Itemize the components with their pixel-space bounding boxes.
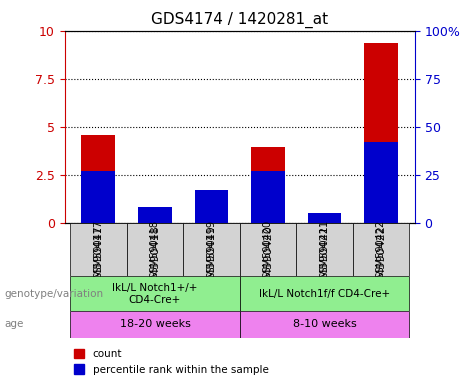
- Bar: [195, 190, 228, 223]
- Bar: [364, 43, 398, 223]
- Bar: [251, 147, 285, 223]
- Text: 8-10 weeks: 8-10 weeks: [293, 319, 356, 329]
- Bar: [251, 171, 285, 223]
- Bar: [82, 171, 115, 223]
- Bar: [307, 213, 342, 223]
- FancyBboxPatch shape: [240, 276, 409, 311]
- FancyBboxPatch shape: [353, 223, 409, 276]
- FancyBboxPatch shape: [70, 311, 240, 338]
- Text: GSM590418: GSM590418: [150, 225, 160, 293]
- Text: GSM590421: GSM590421: [319, 220, 330, 279]
- Bar: [364, 142, 398, 223]
- Text: IkL/L Notch1+/+
CD4-Cre+: IkL/L Notch1+/+ CD4-Cre+: [112, 283, 198, 305]
- Text: GSM590420: GSM590420: [263, 225, 273, 293]
- Text: IkL/L Notch1f/f CD4-Cre+: IkL/L Notch1f/f CD4-Cre+: [259, 289, 390, 299]
- FancyBboxPatch shape: [70, 223, 127, 276]
- FancyBboxPatch shape: [70, 276, 240, 311]
- Text: GSM590420: GSM590420: [263, 220, 273, 279]
- Bar: [195, 190, 228, 223]
- FancyBboxPatch shape: [240, 311, 409, 338]
- Text: GSM590417: GSM590417: [94, 220, 103, 279]
- Text: GSM590418: GSM590418: [150, 220, 160, 279]
- Text: genotype/variation: genotype/variation: [5, 289, 104, 299]
- Text: GSM590421: GSM590421: [319, 225, 330, 293]
- Bar: [138, 207, 172, 223]
- Text: GSM590417: GSM590417: [94, 225, 103, 293]
- Text: GSM590419: GSM590419: [207, 225, 217, 293]
- Text: age: age: [5, 319, 24, 329]
- Bar: [138, 220, 172, 223]
- FancyBboxPatch shape: [296, 223, 353, 276]
- Text: GSM590422: GSM590422: [376, 225, 386, 293]
- Bar: [307, 221, 342, 223]
- Legend: count, percentile rank within the sample: count, percentile rank within the sample: [70, 345, 273, 379]
- FancyBboxPatch shape: [127, 223, 183, 276]
- Title: GDS4174 / 1420281_at: GDS4174 / 1420281_at: [151, 12, 328, 28]
- Text: GSM590419: GSM590419: [207, 220, 217, 279]
- FancyBboxPatch shape: [183, 223, 240, 276]
- Bar: [82, 136, 115, 223]
- FancyBboxPatch shape: [240, 223, 296, 276]
- Text: 18-20 weeks: 18-20 weeks: [119, 319, 190, 329]
- Text: GSM590422: GSM590422: [376, 220, 386, 279]
